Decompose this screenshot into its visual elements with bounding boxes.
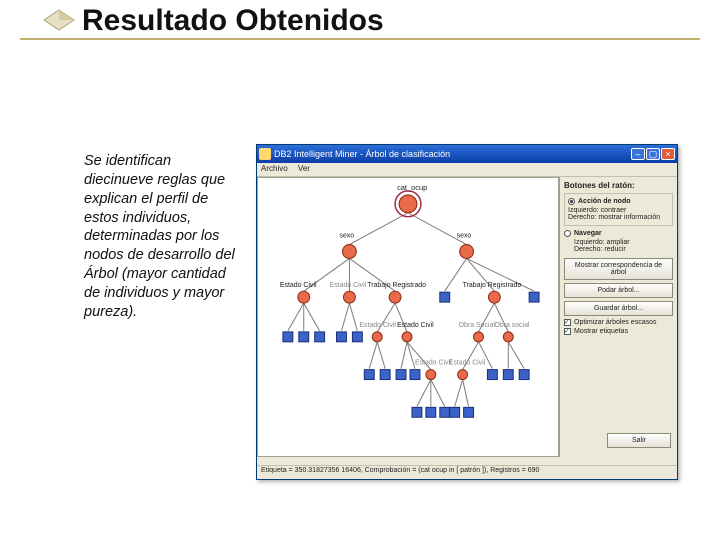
radio-navigate[interactable]: [564, 230, 571, 237]
svg-text:sexo: sexo: [457, 233, 472, 240]
slide-bullet-icon: [42, 8, 76, 32]
slide-divider: [20, 38, 700, 40]
btn-save-tree[interactable]: Guardar árbol...: [564, 301, 673, 316]
app-icon: [259, 148, 271, 160]
svg-text:Estado Civil: Estado Civil: [330, 282, 367, 289]
chk-optimize[interactable]: [564, 319, 571, 326]
status-bar: Etiqueta = 350.31827356 16406, Comprobac…: [257, 465, 677, 479]
svg-text:Obra Social: Obra Social: [459, 322, 496, 329]
group1-line1: Izquierdo: contraer: [568, 207, 669, 215]
svg-text:Trabajo Registrado: Trabajo Registrado: [367, 282, 426, 289]
minimize-button[interactable]: –: [631, 148, 645, 160]
svg-text:Estado Civil: Estado Civil: [280, 282, 317, 289]
window-title: DB2 Intelligent Miner - Árbol de clasifi…: [274, 149, 630, 159]
group1-line2: Derecho: mostrar información: [568, 214, 669, 222]
svg-text:cat_ocup: cat_ocup: [397, 183, 427, 192]
tree-canvas: cat_ocupsexosexoEstado CivilEstado Civil…: [257, 177, 559, 457]
menubar: Archivo Ver: [257, 163, 677, 177]
svg-text:Trabajo Registrado: Trabajo Registrado: [463, 282, 522, 289]
panel-heading: Botones del ratón:: [564, 181, 673, 190]
btn-exit[interactable]: Salir: [607, 433, 671, 448]
svg-text:Obra social: Obra social: [494, 322, 530, 329]
group-navigate: Navegar: [564, 230, 673, 238]
slide-body-text: Se identifican diecinueve reglas que exp…: [84, 152, 238, 322]
slide-title: Resultado Obtenidos: [82, 4, 384, 38]
group2-line1: Izquierdo: ampliar: [574, 239, 673, 247]
svg-text:sexo: sexo: [339, 233, 354, 240]
app-window: DB2 Intelligent Miner - Árbol de clasifi…: [256, 144, 678, 480]
tree-svg: cat_ocupsexosexoEstado CivilEstado Civil…: [258, 178, 558, 456]
chk-optimize-label: Optimizar árboles escasos: [574, 319, 656, 327]
close-button[interactable]: ×: [661, 148, 675, 160]
group1-title: Acción de nodo: [578, 198, 631, 206]
menu-ver[interactable]: Ver: [298, 164, 310, 173]
side-panel: Botones del ratón: Acción de nodo Izquie…: [559, 177, 677, 457]
maximize-button[interactable]: ▢: [646, 148, 660, 160]
svg-text:Estado Civil: Estado Civil: [397, 322, 434, 329]
group-node-action: Acción de nodo Izquierdo: contraer Derec…: [564, 193, 673, 226]
btn-prune-tree[interactable]: Podar árbol...: [564, 283, 673, 298]
svg-text:Estado Civil: Estado Civil: [359, 322, 396, 329]
chk-labels-label: Mostrar etiquetas: [574, 328, 628, 336]
group2-line2: Derecho: reducir: [574, 246, 673, 254]
titlebar: DB2 Intelligent Miner - Árbol de clasifi…: [257, 145, 677, 163]
menu-archivo[interactable]: Archivo: [261, 164, 288, 173]
svg-text:Estado Civil: Estado Civil: [415, 360, 452, 367]
chk-labels[interactable]: [564, 328, 571, 335]
group2-title: Navegar: [574, 230, 602, 238]
svg-text:Estado Civil: Estado Civil: [449, 360, 486, 367]
btn-show-correspondence[interactable]: Mostrar correspondencia de árbol: [564, 258, 673, 280]
radio-node-action[interactable]: [568, 198, 575, 205]
